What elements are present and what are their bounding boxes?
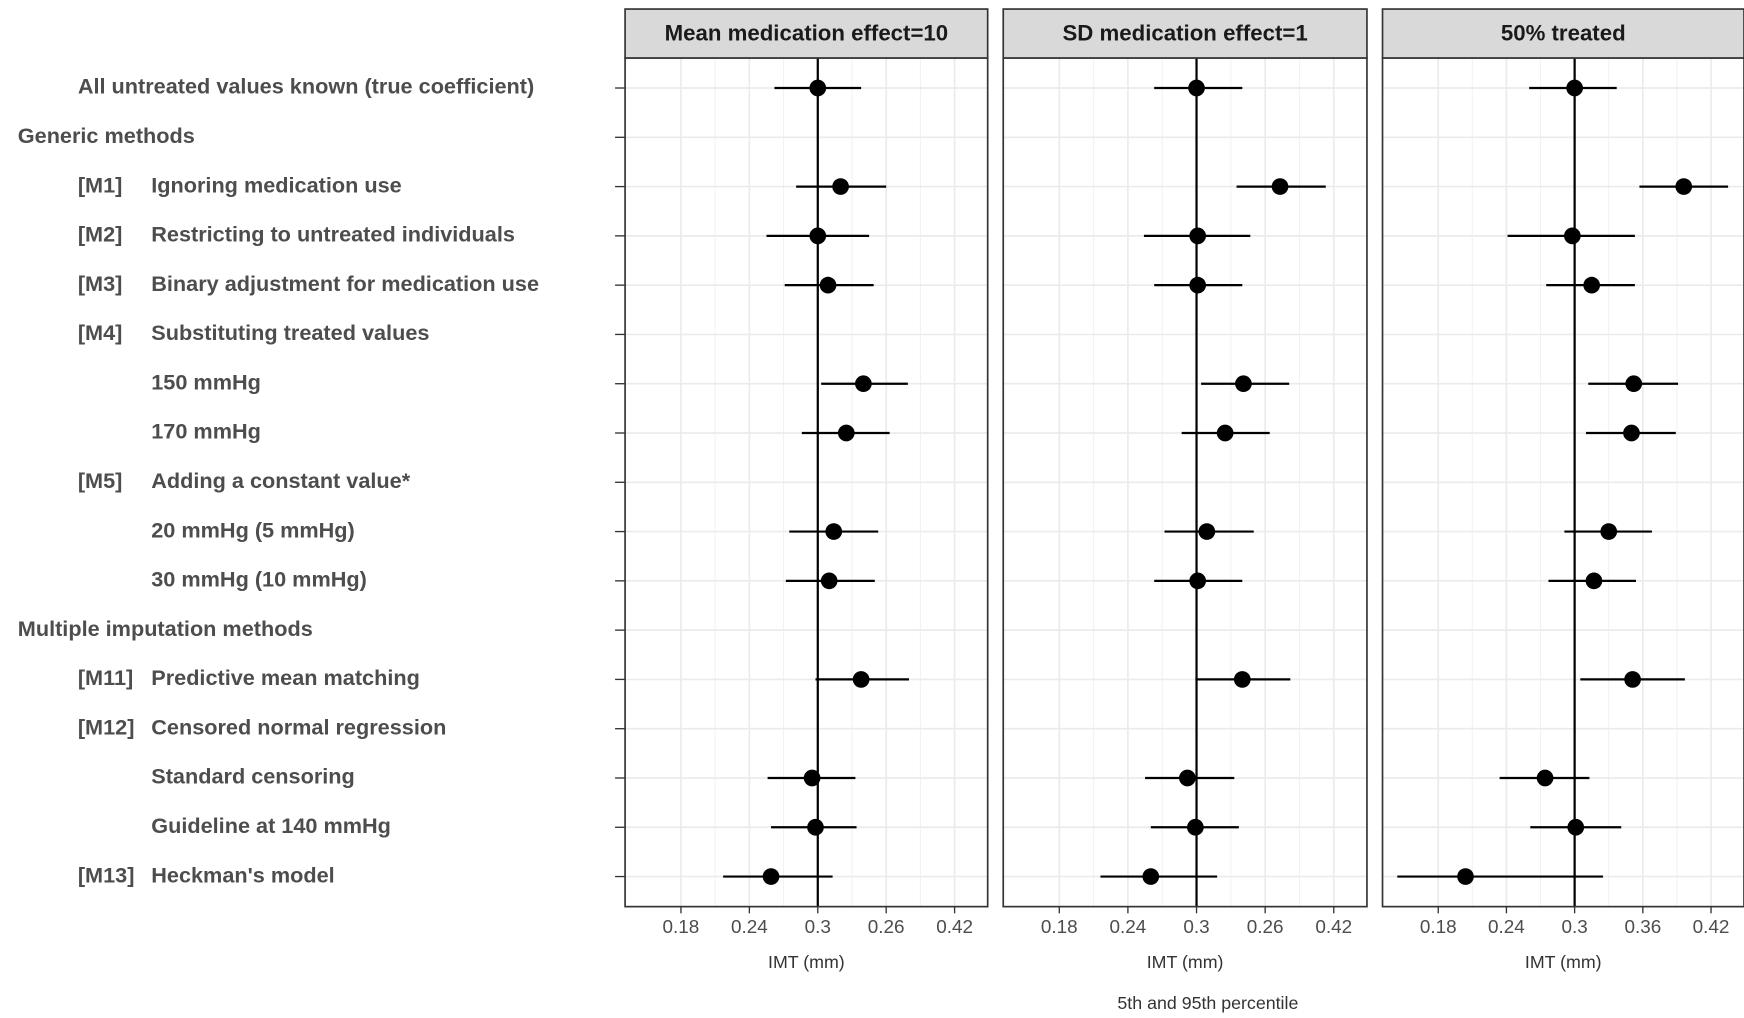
x-tick-label: 0.3 (805, 917, 831, 938)
row-code: [M13] (78, 862, 135, 887)
row-label: Substituting treated values (151, 320, 429, 345)
row-code: [M11] (78, 665, 133, 690)
strip-title: SD medication effect=1 (1062, 21, 1307, 46)
point (1624, 671, 1641, 688)
point (819, 276, 837, 294)
x-tick-label: 0.24 (731, 917, 768, 938)
x-tick-label: 0.24 (1110, 917, 1147, 938)
row-label: Guideline at 140 mmHg (151, 813, 391, 838)
point (1188, 79, 1205, 97)
x-tick-label: 0.36 (1624, 917, 1661, 938)
point (803, 769, 821, 787)
x-tick-label: 0.42 (936, 917, 973, 938)
x-tick-label: 0.18 (1041, 917, 1078, 938)
x-tick-label: 0.26 (868, 917, 905, 938)
point (1625, 375, 1643, 393)
strip-title: Mean medication effect=10 (665, 21, 949, 46)
point (852, 671, 870, 688)
point (1189, 572, 1207, 590)
row-label: Heckman's model (151, 862, 334, 887)
point (1600, 523, 1618, 540)
point (1187, 818, 1204, 836)
x-tick-label: 0.24 (1488, 917, 1525, 938)
row-code: [M5] (78, 468, 123, 493)
strip (624, 8, 989, 59)
caption: 5th and 95th percentile (1117, 993, 1298, 1013)
point (1457, 868, 1474, 885)
point (1675, 178, 1693, 195)
row-label: 170 mmHg (151, 419, 261, 444)
point (1536, 769, 1554, 787)
row-label: 150 mmHg (151, 369, 261, 394)
point (1198, 523, 1216, 540)
point (1142, 868, 1160, 885)
row-code: [M12] (78, 714, 135, 739)
x-tick-label: 0.42 (1315, 917, 1352, 938)
point (1189, 276, 1207, 294)
point (825, 523, 843, 540)
x-tick-label: 0.18 (1420, 917, 1457, 938)
point (1189, 227, 1207, 245)
strip-title: 50% treated (1501, 21, 1626, 46)
row-label: 30 mmHg (10 mmHg) (151, 567, 367, 592)
point (807, 818, 824, 836)
x-tick-label: 0.3 (1561, 917, 1587, 938)
point (1233, 671, 1251, 688)
point (1583, 276, 1601, 294)
row-code: [M3] (78, 271, 123, 296)
strip (1002, 8, 1368, 59)
x-axis-label: IMT (mm) (768, 952, 845, 972)
point (1623, 424, 1640, 442)
row-code: [M1] (78, 172, 123, 197)
row-label: Predictive mean matching (151, 665, 420, 690)
row-label: Standard censoring (151, 764, 355, 789)
row-code: [M4] (78, 320, 123, 345)
point (1566, 79, 1583, 97)
x-tick-label: 0.3 (1183, 917, 1209, 938)
point (832, 178, 849, 195)
x-axis-label: IMT (mm) (1147, 952, 1224, 972)
point (1585, 572, 1603, 590)
x-tick-label: 0.18 (663, 917, 700, 938)
strip (1381, 8, 1744, 59)
point (1271, 178, 1289, 195)
point (1564, 227, 1581, 245)
row-label: Binary adjustment for medication use (151, 271, 539, 296)
row-label: All untreated values known (true coeffic… (78, 74, 534, 99)
row-label: Ignoring medication use (151, 172, 401, 197)
point (762, 868, 780, 885)
point (855, 375, 872, 393)
row-label: Restricting to untreated individuals (151, 222, 515, 247)
point (809, 79, 827, 97)
point (837, 424, 855, 442)
row-label: 20 mmHg (5 mmHg) (151, 517, 355, 542)
row-label: Generic methods (18, 123, 195, 148)
x-axis-label: IMT (mm) (1525, 952, 1602, 972)
point (809, 227, 827, 245)
x-tick-label: 0.42 (1693, 917, 1730, 938)
row-label: Multiple imputation methods (18, 616, 313, 641)
point (820, 572, 838, 590)
point (1235, 375, 1252, 393)
point (1179, 769, 1196, 787)
row-code: [M2] (78, 222, 123, 247)
point (1216, 424, 1234, 442)
row-label: Adding a constant value* (151, 468, 410, 493)
point (1567, 818, 1585, 836)
row-label: Censored normal regression (151, 714, 446, 739)
x-tick-label: 0.26 (1247, 917, 1284, 938)
